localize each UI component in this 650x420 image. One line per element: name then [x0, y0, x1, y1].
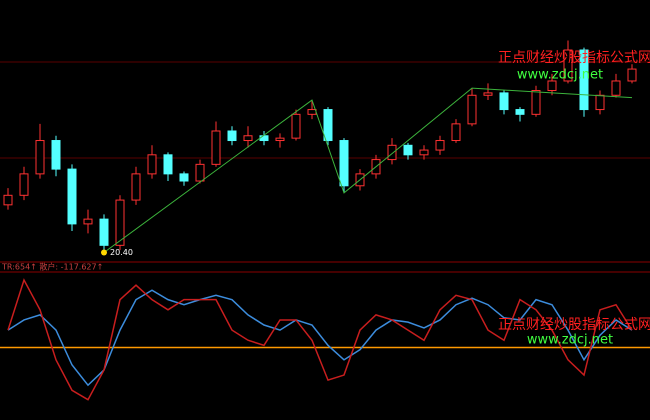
candle-body	[291, 113, 301, 139]
candle-body	[547, 80, 557, 92]
candle-body	[419, 149, 429, 156]
candle-body	[3, 194, 13, 206]
candle-body	[595, 94, 605, 111]
low-marker	[101, 249, 107, 256]
candle-body	[35, 140, 45, 175]
low-label: 20.40	[110, 248, 133, 257]
indicator-line	[7, 289, 633, 387]
candle-body	[499, 92, 509, 111]
candle-body	[307, 109, 317, 115]
candle-body	[259, 135, 269, 142]
candle-body	[67, 168, 77, 225]
candle-body	[579, 49, 589, 111]
indicator-header: TR:654↑ 散户: -117.627↑	[1, 262, 103, 272]
candle-body	[83, 218, 93, 225]
candle-body	[563, 49, 573, 82]
candle-body	[515, 109, 525, 115]
candle-body	[131, 173, 141, 201]
indicator-line	[7, 278, 633, 401]
candle-body	[211, 130, 221, 165]
candle-body	[531, 90, 541, 115]
candle-body	[179, 173, 189, 182]
trend-line	[103, 87, 633, 253]
candle-body	[275, 137, 285, 142]
candle-body	[467, 94, 477, 125]
candle-body	[403, 144, 413, 156]
watermark-title: 正点财经炒股指标公式网	[498, 317, 650, 333]
candle-body	[227, 130, 237, 142]
candle-body	[115, 199, 125, 246]
candle-body	[387, 144, 397, 161]
watermark-title: 正点财经炒股指标公式网	[498, 50, 650, 66]
watermark-url: www.zdcj.net	[517, 68, 603, 83]
candle-body	[627, 68, 637, 82]
candle-body	[147, 154, 157, 175]
candle-body	[339, 140, 349, 187]
candle-body	[99, 218, 109, 246]
candle-body	[611, 80, 621, 96]
candle-body	[451, 123, 461, 142]
candle-body	[243, 135, 253, 142]
candle-body	[483, 92, 493, 96]
candle-body	[51, 140, 61, 170]
watermark-url: www.zdcj.net	[527, 333, 613, 348]
candle-body	[323, 109, 333, 142]
candle-body	[195, 163, 205, 182]
candle-body	[435, 140, 445, 151]
candle-body	[19, 173, 29, 196]
candle-body	[163, 154, 173, 175]
